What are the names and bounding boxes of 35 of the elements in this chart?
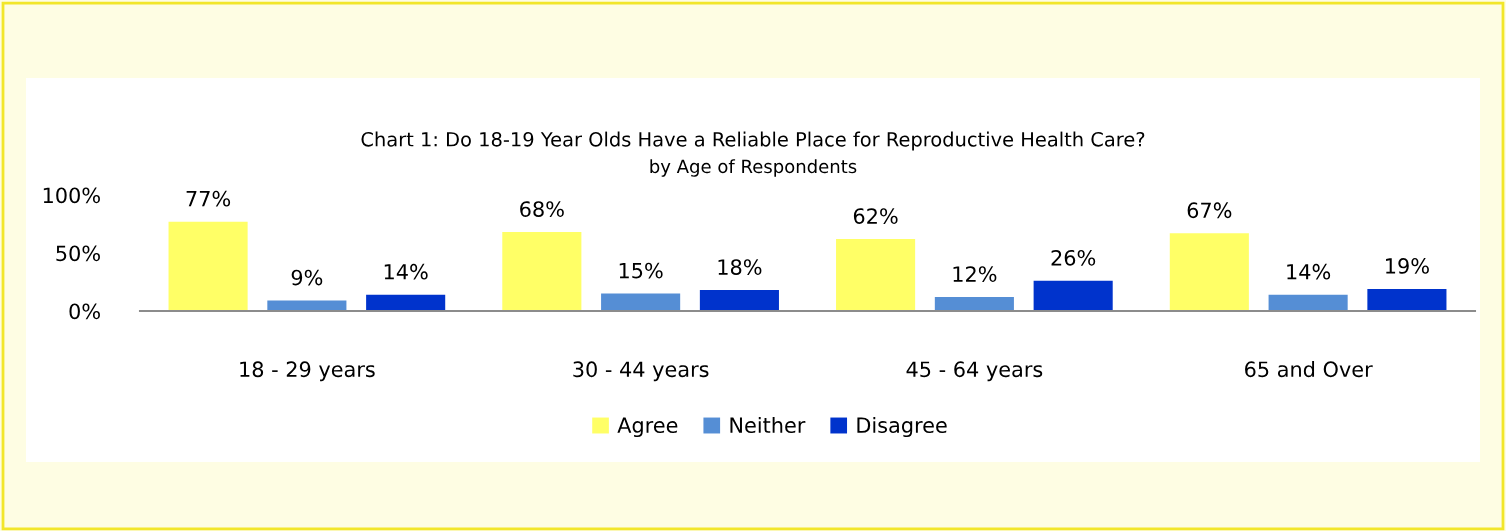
bar xyxy=(934,297,1014,311)
bar xyxy=(699,290,779,311)
data-label: 19% xyxy=(1386,258,1429,274)
legend-label: Disagree xyxy=(857,416,947,438)
bar xyxy=(502,232,582,311)
data-label: 67% xyxy=(1187,202,1232,219)
data-label: 77% xyxy=(186,190,231,207)
bar xyxy=(1268,294,1348,311)
bar xyxy=(1367,288,1447,311)
x-tick-label: 45 - 64 years xyxy=(906,361,1043,382)
chart-title: Chart 1: Do 18-19 Year Olds Have a Reliable Place for Reproductive Health Care? xyxy=(361,131,1145,151)
x-tick-label: 18 - 29 years xyxy=(240,361,375,382)
legend-label: Neither xyxy=(730,416,806,434)
x-tick-label: 30 - 44 years xyxy=(573,361,709,382)
data-label: 62% xyxy=(853,208,898,224)
data-label: 68% xyxy=(520,201,564,217)
bar xyxy=(366,294,446,311)
bar xyxy=(601,293,681,311)
y-tick-label: 50% xyxy=(56,245,100,262)
data-label: 18% xyxy=(718,259,762,275)
chart-subtitle: by Age of Respondents xyxy=(650,159,857,177)
data-label: 14% xyxy=(384,263,428,280)
data-label: 15% xyxy=(619,262,663,279)
y-tick-label: 0% xyxy=(69,303,100,320)
x-tick-label: 65 and Over xyxy=(1245,361,1373,378)
bar xyxy=(836,239,916,311)
bar xyxy=(168,221,248,311)
data-label: 26% xyxy=(1051,249,1096,266)
bar xyxy=(1033,280,1113,311)
data-label: 9% xyxy=(291,269,323,286)
data-label: 14% xyxy=(1287,263,1331,280)
y-tick-label: 100% xyxy=(43,187,100,204)
legend-label: Agree xyxy=(617,417,678,438)
data-label: 12% xyxy=(953,266,997,282)
bar xyxy=(1169,233,1249,311)
